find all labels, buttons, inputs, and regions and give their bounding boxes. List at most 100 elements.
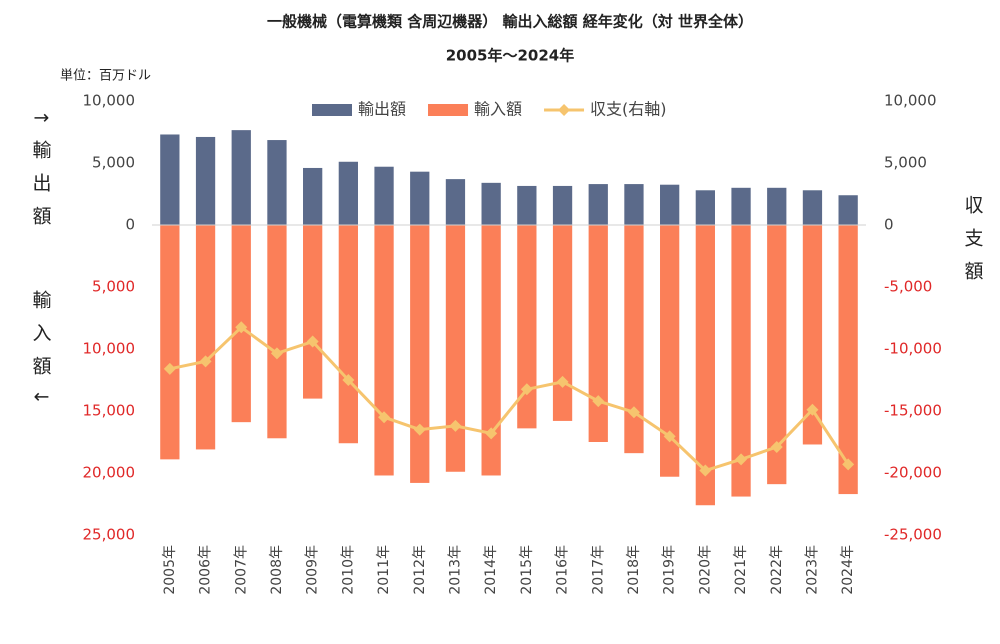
y-tick-label: 10,000 [83, 340, 136, 358]
x-tick-label: 2006年 [198, 545, 214, 595]
bar [195, 225, 216, 450]
balance-marker [770, 440, 783, 453]
balance-marker [592, 395, 605, 408]
y2-tick-label: -5,000 [884, 278, 932, 296]
x-tick-label: 2007年 [233, 545, 249, 595]
x-tick-label: 2013年 [447, 545, 463, 595]
x-tick-label: 2009年 [305, 545, 321, 595]
bar [374, 225, 394, 476]
x-tick-label: 2015年 [519, 545, 535, 595]
bar [588, 184, 608, 225]
bar [767, 187, 787, 225]
x-tick-label: 2019年 [662, 545, 678, 595]
x-tick-label: 2011年 [376, 545, 392, 595]
x-tick-label: 2014年 [483, 545, 499, 595]
bar [410, 171, 430, 225]
bar [445, 179, 466, 225]
bar [588, 225, 608, 442]
x-tick-label: 2020年 [697, 545, 713, 595]
y-tick-label: 10,000 [83, 92, 136, 110]
balance-marker [735, 453, 748, 466]
bar [195, 136, 216, 225]
bar [410, 225, 430, 483]
bar [767, 225, 787, 485]
bar [374, 166, 394, 225]
x-tick-label: 2008年 [269, 545, 285, 595]
bar [517, 225, 537, 429]
bar [481, 225, 501, 476]
bar [517, 185, 537, 225]
bar [731, 225, 751, 497]
balance-marker [627, 406, 640, 419]
balance-marker [806, 403, 819, 416]
x-tick-label: 2021年 [733, 545, 749, 595]
balance-marker [556, 375, 569, 388]
bar [445, 225, 466, 472]
bar [552, 185, 573, 225]
balance-marker [306, 335, 319, 348]
balance-marker [413, 423, 426, 436]
legend-marker [558, 104, 571, 116]
y-tick-label: 15,000 [83, 402, 136, 420]
y2-tick-label: 5,000 [884, 154, 927, 172]
y2-tick-label: -20,000 [884, 464, 942, 482]
y-tick-label: 5,000 [92, 154, 135, 172]
y2-tick-label: -25,000 [884, 526, 942, 544]
legend-label: 輸入額 [474, 100, 522, 119]
x-tick-label: 2024年 [840, 545, 856, 595]
bar [338, 161, 358, 225]
bar [303, 167, 323, 225]
y2-tick-label: -10,000 [884, 340, 942, 358]
y2-label: 収支額 [962, 195, 984, 294]
bar [731, 187, 751, 225]
bar [338, 225, 358, 444]
bar [267, 225, 287, 439]
bar [303, 225, 323, 399]
balance-line [169, 325, 850, 473]
bar [660, 184, 680, 225]
bar [802, 190, 823, 225]
x-tick-label: 2005年 [162, 545, 178, 595]
unit-label: 単位：百万ドル [60, 68, 151, 84]
bar [267, 140, 287, 225]
bar [838, 195, 858, 225]
x-tick-label: 2010年 [340, 545, 356, 595]
balance-marker [270, 347, 283, 360]
bar [660, 225, 680, 477]
bar [552, 225, 573, 421]
y-label-top: ↑輸出額 [30, 110, 52, 239]
y-tick-label: 20,000 [83, 464, 136, 482]
bar [624, 184, 644, 225]
x-tick-label: 2017年 [590, 545, 606, 595]
balance-marker [520, 383, 533, 396]
bar [695, 225, 715, 506]
y-tick-label: 5,000 [92, 278, 135, 296]
legend-swatch [312, 104, 352, 116]
y-tick-label: 0 [125, 216, 135, 234]
legend-swatch [428, 104, 469, 116]
y2-tick-label: -15,000 [884, 402, 942, 420]
balance-marker [699, 464, 712, 477]
balance-marker [485, 427, 498, 440]
x-tick-label: 2016年 [555, 545, 571, 595]
y2-tick-label: 0 [884, 216, 894, 234]
bar [160, 225, 180, 460]
y2-tick-label: 10,000 [884, 92, 937, 110]
balance-marker [842, 458, 855, 471]
x-tick-label: 2023年 [804, 545, 820, 595]
x-tick-label: 2022年 [769, 545, 785, 595]
y-label-bottom: 輸入額↓ [30, 290, 52, 419]
balance-marker [235, 321, 248, 334]
bar [160, 134, 180, 225]
chart-subtitle: 2005年～2024年 [446, 47, 575, 65]
balance-marker [663, 430, 676, 443]
legend-label: 輸出額 [358, 100, 406, 119]
balance-marker [378, 411, 391, 424]
balance-marker [342, 374, 355, 386]
x-tick-label: 2012年 [412, 545, 428, 595]
balance-marker [163, 362, 176, 375]
bar [231, 130, 251, 225]
bar [802, 225, 823, 445]
legend-label: 収支(右軸) [590, 100, 667, 119]
